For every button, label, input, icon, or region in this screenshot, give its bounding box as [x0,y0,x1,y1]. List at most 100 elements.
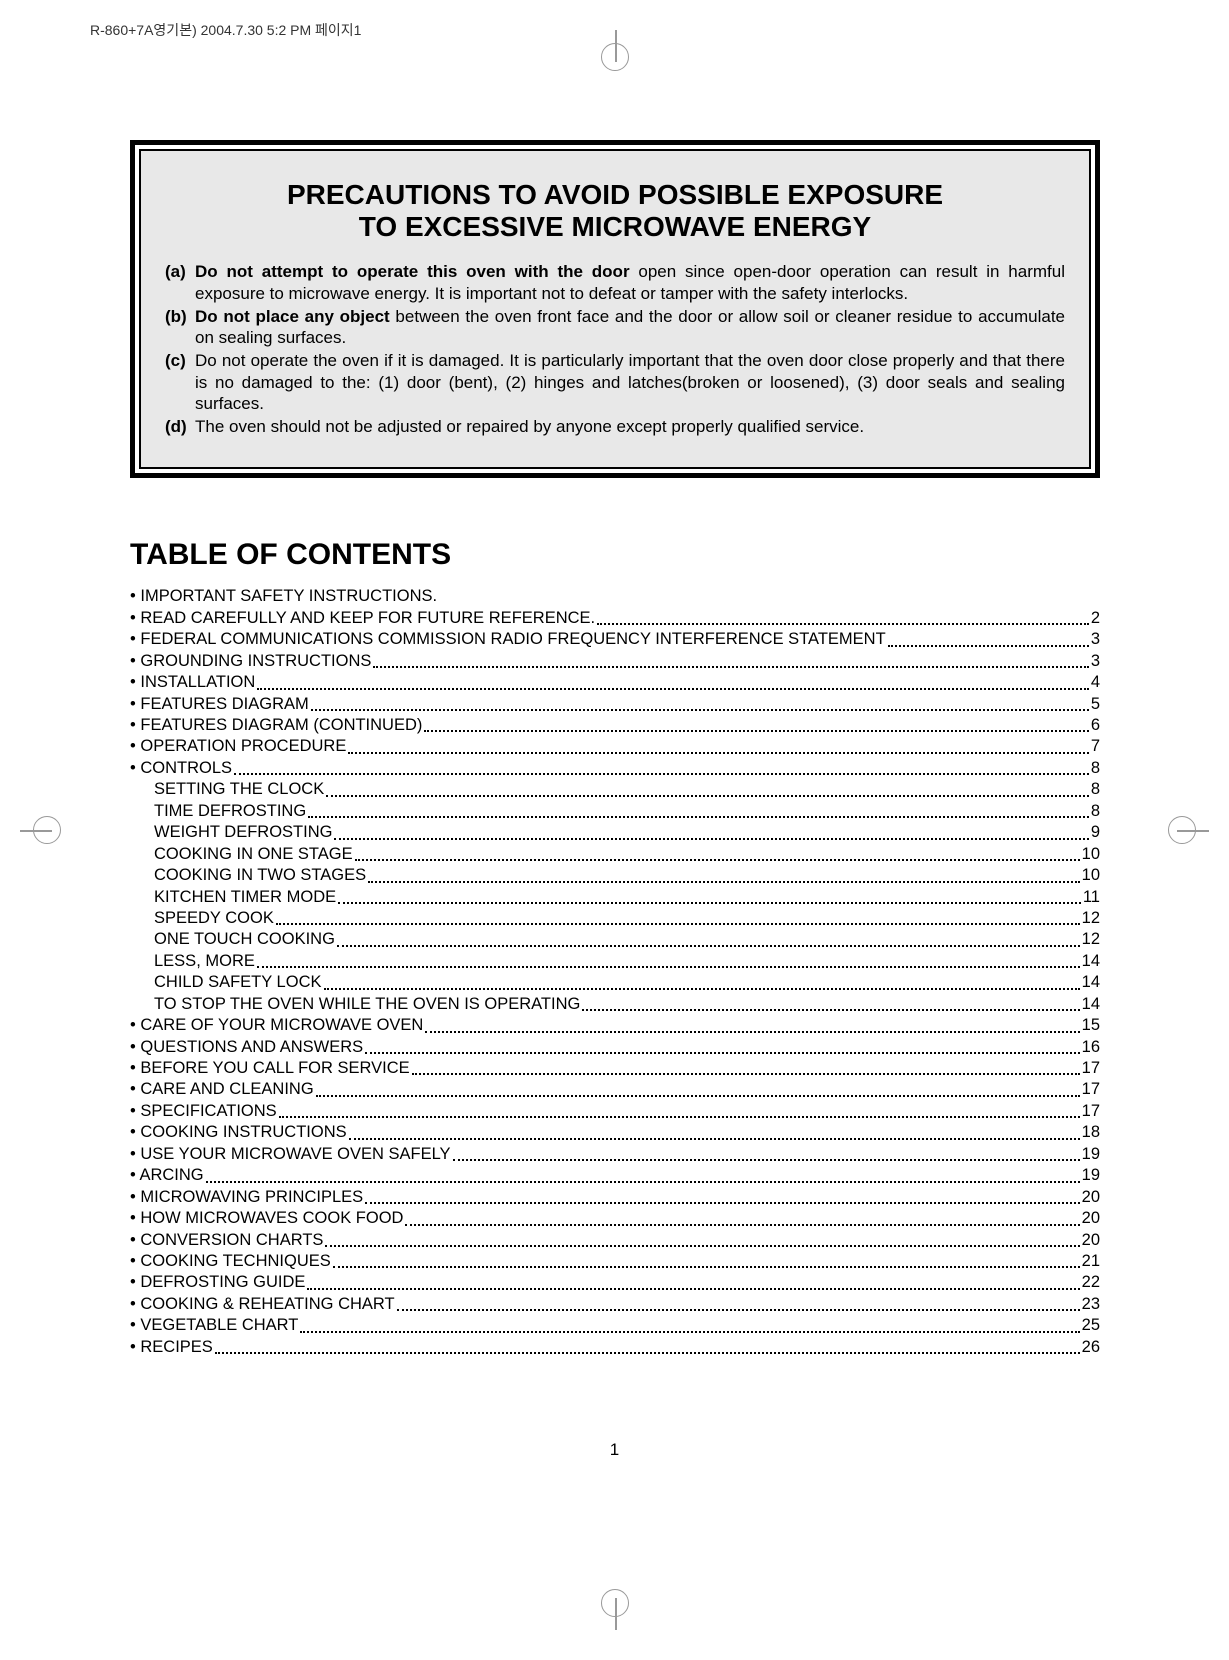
toc-dots [412,1073,1080,1075]
toc-label: • USE YOUR MICROWAVE OVEN SAFELY [130,1144,451,1165]
toc-row: • COOKING TECHNIQUES 21 [130,1251,1100,1272]
toc-dots [257,966,1080,968]
toc-row: LESS, MORE14 [130,951,1100,972]
toc-dots [888,645,1089,647]
toc-page: 20 [1082,1208,1100,1229]
toc-row: • ARCING19 [130,1165,1100,1186]
toc-label: • SPECIFICATIONS [130,1101,277,1122]
toc-dots [338,902,1081,904]
toc-label: • GROUNDING INSTRUCTIONS [130,651,371,672]
toc-dots [397,1309,1080,1311]
warning-item: (a)Do not attempt to operate this oven w… [165,261,1065,304]
toc-page: 21 [1082,1251,1100,1272]
toc-page: 9 [1091,822,1100,843]
toc-label: SPEEDY COOK [154,908,274,929]
toc-label: • BEFORE YOU CALL FOR SERVICE [130,1058,410,1079]
toc-label: • COOKING INSTRUCTIONS [130,1122,347,1143]
toc-row: SETTING THE CLOCK8 [130,779,1100,800]
toc-label: • IMPORTANT SAFETY INSTRUCTIONS. [130,586,437,607]
toc-label: • FEDERAL COMMUNICATIONS COMMISSION RADI… [130,629,886,650]
warning-item-label: (a) [165,261,195,304]
toc-page: 4 [1091,672,1100,693]
toc-label: • RECIPES [130,1337,213,1358]
toc-page: 6 [1091,715,1100,736]
toc-dots [405,1224,1079,1226]
toc-label: • OPERATION PROCEDURE [130,736,346,757]
toc-page: 10 [1082,844,1100,865]
toc-label: CHILD SAFETY LOCK [154,972,322,993]
toc-page: 12 [1082,929,1100,950]
toc-label: • CARE AND CLEANING [130,1079,314,1100]
toc-dots [206,1181,1080,1183]
toc-page: 8 [1091,779,1100,800]
page-number: 1 [0,1440,1229,1460]
toc-row: • CONVERSION CHARTS 20 [130,1230,1100,1251]
toc-label: COOKING IN TWO STAGES [154,865,366,886]
toc-page: 20 [1082,1187,1100,1208]
toc-dots [365,1052,1079,1054]
toc-dots [334,838,1088,840]
toc-row: KITCHEN TIMER MODE 11 [130,887,1100,908]
toc-label: • READ CAREFULLY AND KEEP FOR FUTURE REF… [130,608,595,629]
toc-row: TO STOP THE OVEN WHILE THE OVEN IS OPERA… [130,994,1100,1015]
toc-row: • BEFORE YOU CALL FOR SERVICE17 [130,1058,1100,1079]
toc-label: • INSTALLATION [130,672,255,693]
toc-dots [355,859,1080,861]
crop-circle [601,1589,629,1617]
toc-dots [365,1202,1080,1204]
toc-row: TIME DEFROSTING8 [130,801,1100,822]
toc-page: 5 [1091,694,1100,715]
toc-row: • MICROWAVING PRINCIPLES 20 [130,1187,1100,1208]
toc-list: • IMPORTANT SAFETY INSTRUCTIONS.• READ C… [130,586,1100,1358]
toc-row: • CARE AND CLEANING17 [130,1079,1100,1100]
toc-dots [311,709,1089,711]
warning-item-label: (d) [165,416,195,437]
toc-row: • FEATURES DIAGRAM (CONTINUED) 6 [130,715,1100,736]
toc-label: ONE TOUCH COOKING [154,929,335,950]
toc-dots [424,730,1088,732]
toc-row: COOKING IN TWO STAGES10 [130,865,1100,886]
toc-label: • CONVERSION CHARTS [130,1230,323,1251]
toc-dots [324,988,1080,990]
toc-page: 20 [1082,1230,1100,1251]
crop-circle [601,43,629,71]
toc-label: • HOW MICROWAVES COOK FOOD [130,1208,403,1229]
toc-row: • CONTROLS8 [130,758,1100,779]
toc-page: 14 [1082,994,1100,1015]
toc-page: 14 [1082,972,1100,993]
toc-label: KITCHEN TIMER MODE [154,887,336,908]
toc-dots [337,945,1080,947]
content-area: PRECAUTIONS TO AVOID POSSIBLE EXPOSURE T… [130,140,1100,1358]
toc-page: 19 [1082,1144,1100,1165]
toc-row: • GROUNDING INSTRUCTIONS3 [130,651,1100,672]
toc-label: • MICROWAVING PRINCIPLES [130,1187,363,1208]
toc-dots [597,623,1089,625]
warning-item-text: Do not attempt to operate this oven with… [195,261,1065,304]
crop-circle [1168,816,1196,844]
toc-row: • DEFROSTING GUIDE 22 [130,1272,1100,1293]
toc-label: • FEATURES DIAGRAM (CONTINUED) [130,715,422,736]
warning-item-text: Do not operate the oven if it is damaged… [195,350,1065,414]
warning-box: PRECAUTIONS TO AVOID POSSIBLE EXPOSURE T… [130,140,1100,478]
toc-title: TABLE OF CONTENTS [130,538,1100,572]
toc-page: 26 [1082,1337,1100,1358]
toc-dots [453,1159,1080,1161]
toc-page: 12 [1082,908,1100,929]
warning-item-text: The oven should not be adjusted or repai… [195,416,1065,437]
toc-page: 8 [1091,801,1100,822]
warning-item: (b)Do not place any object between the o… [165,306,1065,349]
toc-row: • COOKING INSTRUCTIONS18 [130,1122,1100,1143]
toc-dots [316,1095,1080,1097]
toc-label: • VEGETABLE CHART [130,1315,298,1336]
warning-box-inner: PRECAUTIONS TO AVOID POSSIBLE EXPOSURE T… [139,149,1091,469]
toc-page: 11 [1083,887,1100,908]
toc-page: 22 [1082,1272,1100,1293]
warning-item: (d)The oven should not be adjusted or re… [165,416,1065,437]
toc-label: • DEFROSTING GUIDE [130,1272,305,1293]
toc-label: • COOKING TECHNIQUES [130,1251,331,1272]
toc-row: • HOW MICROWAVES COOK FOOD 20 [130,1208,1100,1229]
toc-label: TO STOP THE OVEN WHILE THE OVEN IS OPERA… [154,994,580,1015]
toc-page: 7 [1091,736,1100,757]
toc-dots [325,1245,1079,1247]
toc-label: • COOKING & REHEATING CHART [130,1294,395,1315]
